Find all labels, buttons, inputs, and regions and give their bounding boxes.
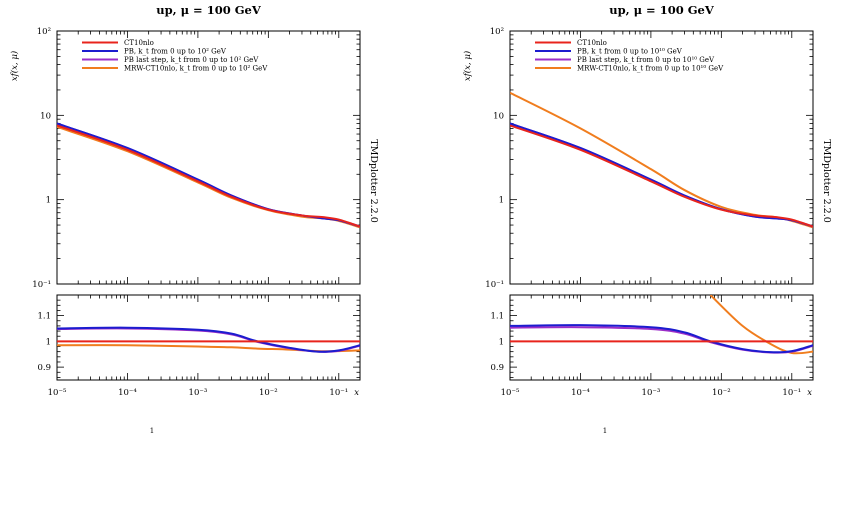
ratio-line-3	[57, 344, 360, 353]
y-tick-label: 10²	[37, 27, 51, 37]
tmdplotter-label: TMDplotter 2.2.0	[821, 139, 832, 223]
x-tick-label: 10⁻⁴	[118, 388, 137, 398]
ratio-y-tick-label: 1	[46, 337, 51, 347]
legend-label-2: PB last step, k_t from 0 up to 10² GeV	[124, 56, 259, 64]
legend-label-3: MRW-CT10nlo, k_t from 0 up to 10¹⁰ GeV	[577, 65, 724, 73]
main-curves	[510, 91, 813, 229]
ratio-line-3	[709, 295, 813, 355]
ratio-line-2	[57, 327, 360, 353]
ratio-plot-frame	[56, 294, 361, 381]
main-plot-frame	[509, 30, 814, 285]
ratio-line-1	[510, 324, 813, 354]
series-line-0	[57, 124, 360, 228]
y-tick-label: 10⁻¹	[32, 280, 51, 290]
series-line-3	[57, 125, 360, 229]
main-plot-frame	[56, 30, 361, 285]
ratio-line-2	[510, 326, 813, 354]
y-tick-label: 10	[40, 111, 51, 121]
ratio-curves	[510, 295, 813, 355]
legend-label-3: MRW-CT10nlo, k_t from 0 up to 10² GeV	[124, 65, 268, 73]
tmdplotter-label: TMDplotter 2.2.0	[368, 139, 379, 223]
x-axis-label: x	[807, 388, 812, 398]
legend-label-0: CT10nlo	[124, 39, 154, 47]
footnote: 1	[603, 427, 607, 435]
chart-title: up, μ = 100 GeV	[156, 3, 262, 17]
x-tick-label: 10⁻⁴	[571, 388, 590, 398]
x-tick-label: 10⁻¹	[782, 388, 801, 398]
y-tick-label: 10⁻¹	[485, 280, 504, 290]
y-tick-label: 1	[46, 196, 51, 206]
series-line-1	[57, 122, 360, 228]
legend-label-1: PB, k_t from 0 up to 10² GeV	[124, 48, 227, 56]
y-tick-label: 10	[493, 111, 504, 121]
x-tick-label: 10⁻²	[712, 388, 731, 398]
ratio-y-tick-label: 0.9	[37, 363, 51, 373]
y-axis-label: xf(x, μ)	[9, 51, 20, 81]
x-tick-label: 10⁻⁵	[501, 388, 520, 398]
legend-label-0: CT10nlo	[577, 39, 607, 47]
ratio-curves	[57, 326, 360, 353]
x-tick-label: 10⁻³	[189, 388, 208, 398]
panel-left: up, μ = 100 GeV xf(x, μ) TMDplotter 2.2.0 1…	[9, 3, 379, 435]
x-tick-label: 10⁻²	[259, 388, 278, 398]
x-axis-label: x	[354, 388, 359, 398]
panel-right: up, μ = 100 GeV xf(x, μ) TMDplotter 2.2.0 1…	[462, 3, 832, 435]
series-line-0	[510, 124, 813, 228]
main-curves	[57, 122, 360, 229]
legend-label-2: PB last step, k_t from 0 up to 10¹⁰ GeV	[577, 56, 715, 64]
legend-label-1: PB, k_t from 0 up to 10¹⁰ GeV	[577, 48, 683, 56]
ratio-plot-frame	[509, 294, 814, 381]
ratio-y-tick-label: 1.1	[490, 312, 504, 322]
ratio-line-1	[57, 326, 360, 353]
ratio-y-tick-label: 0.9	[490, 363, 504, 373]
series-line-3	[510, 91, 813, 229]
y-tick-label: 10²	[490, 27, 504, 37]
ratio-y-tick-label: 1	[499, 337, 504, 347]
ratio-y-tick-label: 1.1	[37, 312, 51, 322]
footnote: 1	[150, 427, 154, 435]
x-tick-label: 10⁻⁵	[48, 388, 67, 398]
y-tick-label: 1	[499, 196, 504, 206]
chart-title: up, μ = 100 GeV	[609, 3, 715, 17]
y-axis-label: xf(x, μ)	[462, 51, 473, 81]
x-tick-label: 10⁻³	[642, 388, 661, 398]
x-tick-label: 10⁻¹	[329, 388, 348, 398]
